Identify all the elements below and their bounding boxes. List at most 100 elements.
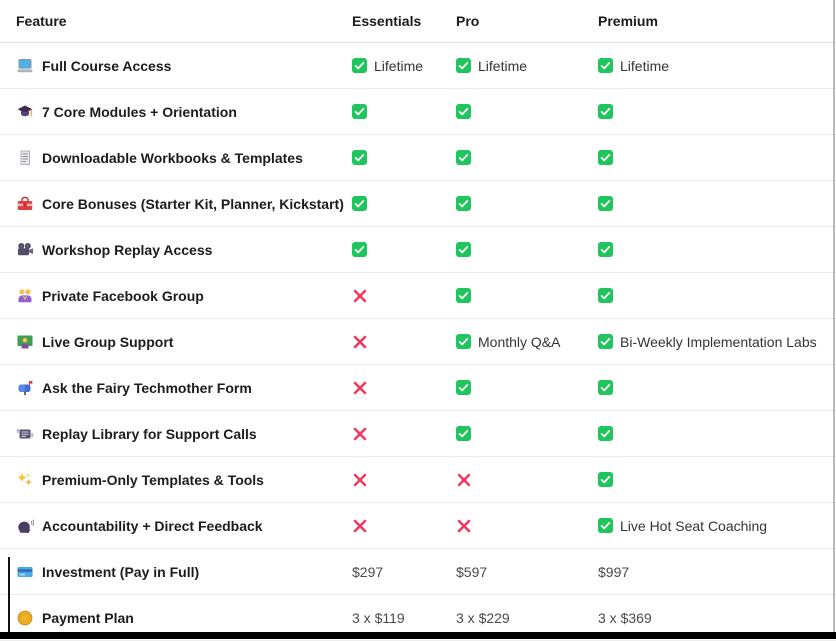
plan-cell	[456, 150, 598, 165]
plan-cell	[352, 426, 456, 442]
feature-label: Downloadable Workbooks & Templates	[42, 149, 303, 166]
column-header-label: Premium	[598, 13, 658, 29]
check-icon	[598, 334, 613, 349]
coin-icon	[16, 609, 34, 627]
cross-icon	[352, 472, 368, 488]
plan-cell	[598, 288, 836, 303]
plan-cell: 3 x $369	[598, 610, 836, 626]
check-icon	[352, 58, 367, 73]
feature-cell: Accountability + Direct Feedback	[0, 517, 352, 535]
table-row: Core Bonuses (Starter Kit, Planner, Kick…	[0, 181, 836, 227]
plan-cell: $297	[352, 564, 456, 580]
check-icon	[598, 104, 613, 119]
check-icon	[456, 58, 471, 73]
plan-cell	[352, 518, 456, 534]
plan-cell: 3 x $119	[352, 610, 456, 626]
bottom-border-bar	[0, 632, 836, 639]
feature-cell: 7 Core Modules + Orientation	[0, 103, 352, 121]
movie-camera-icon	[16, 241, 34, 259]
mailbox-icon	[16, 379, 34, 397]
feature-cell: Live Group Support	[0, 333, 352, 351]
plan-cell	[598, 104, 836, 119]
table-row: Premium-Only Templates & Tools	[0, 457, 836, 503]
plan-cell	[352, 380, 456, 396]
feature-label: Payment Plan	[42, 609, 134, 626]
check-icon	[456, 242, 471, 257]
check-icon	[598, 472, 613, 487]
plan-cell	[352, 104, 456, 119]
check-icon	[598, 380, 613, 395]
price-value: $297	[352, 563, 384, 580]
feature-cell: Private Facebook Group	[0, 287, 352, 305]
plan-cell: Bi-Weekly Implementation Labs	[598, 334, 836, 350]
plan-cell	[598, 196, 836, 211]
plan-cell: $597	[456, 564, 598, 580]
feature-label: Replay Library for Support Calls	[42, 425, 257, 442]
feature-label: Private Facebook Group	[42, 287, 204, 304]
feature-label: Investment (Pay in Full)	[42, 563, 200, 580]
feature-cell: Workshop Replay Access	[0, 241, 352, 259]
check-icon	[598, 426, 613, 441]
plan-cell: Lifetime	[352, 58, 456, 74]
plan-cell: Lifetime	[456, 58, 598, 74]
plan-cell	[352, 196, 456, 211]
check-icon	[456, 196, 471, 211]
check-icon	[456, 380, 471, 395]
plan-cell	[456, 242, 598, 257]
feature-cell: Full Course Access	[0, 57, 352, 75]
table-row: Accountability + Direct Feedback Live Hot…	[0, 503, 836, 549]
graduation-cap-icon	[16, 103, 34, 121]
table-row: Full Course Access Lifetime Lifetime Lifeti…	[0, 43, 836, 89]
plan-cell: $997	[598, 564, 836, 580]
plan-cell: Monthly Q&A	[456, 334, 598, 350]
toolbox-icon	[16, 195, 34, 213]
table-row: Workshop Replay Access	[0, 227, 836, 273]
check-icon	[352, 196, 367, 211]
check-icon	[352, 104, 367, 119]
check-icon	[456, 288, 471, 303]
column-header-label: Essentials	[352, 13, 422, 29]
table-body: Full Course Access Lifetime Lifetime Lifeti…	[0, 43, 836, 641]
check-icon	[456, 104, 471, 119]
feature-cell: Core Bonuses (Starter Kit, Planner, Kick…	[0, 195, 352, 213]
check-icon	[456, 150, 471, 165]
plan-cell	[456, 426, 598, 441]
plan-cell	[598, 150, 836, 165]
plan-cell	[598, 472, 836, 487]
column-header-essentials: Essentials	[352, 13, 456, 29]
price-value: 3 x $369	[598, 609, 652, 626]
feature-label: 7 Core Modules + Orientation	[42, 103, 237, 120]
plan-cell	[352, 150, 456, 165]
plan-cell	[352, 242, 456, 257]
cell-value: Lifetime	[478, 57, 528, 74]
replay-library-icon	[16, 425, 34, 443]
plan-cell: Live Hot Seat Coaching	[598, 518, 836, 534]
check-icon	[598, 196, 613, 211]
receipt-icon	[16, 149, 34, 167]
check-icon	[352, 150, 367, 165]
table-header-row: Feature Essentials Pro Premium	[0, 0, 836, 43]
cell-value: Bi-Weekly Implementation Labs	[620, 333, 817, 350]
feature-cell: Replay Library for Support Calls	[0, 425, 352, 443]
plan-cell	[352, 288, 456, 304]
price-value: $597	[456, 563, 488, 580]
cell-value: Monthly Q&A	[478, 333, 561, 350]
feature-cell: Downloadable Workbooks & Templates	[0, 149, 352, 167]
plan-cell: Lifetime	[598, 58, 836, 74]
table-row: Live Group Support Monthly Q&A Bi-Weekly I…	[0, 319, 836, 365]
plan-cell	[598, 242, 836, 257]
check-icon	[598, 150, 613, 165]
column-header-premium: Premium	[598, 13, 836, 29]
feature-label: Premium-Only Templates & Tools	[42, 471, 264, 488]
plan-cell	[456, 518, 598, 534]
right-border-line	[833, 0, 835, 632]
check-icon	[598, 288, 613, 303]
column-header-label: Feature	[16, 13, 67, 29]
cross-icon	[352, 426, 368, 442]
feature-cell: Premium-Only Templates & Tools	[0, 471, 352, 489]
plan-cell: 3 x $229	[456, 610, 598, 626]
table-row: 7 Core Modules + Orientation	[0, 89, 836, 135]
price-value: $997	[598, 563, 630, 580]
cell-value: Lifetime	[374, 57, 424, 74]
